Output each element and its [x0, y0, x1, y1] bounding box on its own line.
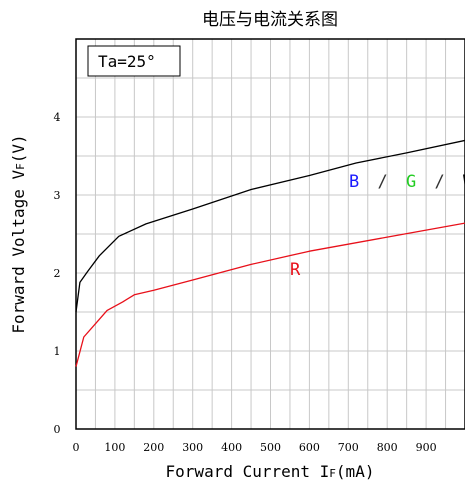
- series-line-1: [75, 222, 465, 367]
- y-tick-label: 2: [54, 267, 61, 280]
- x-tick-label: 0: [73, 441, 80, 454]
- series-label-part: G: [406, 172, 416, 192]
- x-axis-label: Forward Current IF(mA): [166, 462, 375, 481]
- y-axis-label-unit: (V): [9, 134, 28, 163]
- y-axis-label-main: Forward Voltage V: [9, 170, 28, 334]
- y-tick-label: 4: [54, 111, 61, 124]
- chart-title: 电压与电流关系图: [202, 10, 338, 30]
- series-label-part: W: [463, 172, 465, 192]
- annotation-box: [87, 45, 181, 77]
- x-tick-label: 300: [182, 441, 203, 454]
- y-tick-label: 1: [54, 345, 61, 358]
- x-axis-label-sub: F: [329, 467, 336, 480]
- series-label-part: B: [349, 172, 359, 192]
- x-axis-label-unit: (mA): [336, 462, 375, 481]
- plot-frame: [75, 38, 465, 430]
- series-label-bgw: B / G / W: [349, 172, 465, 192]
- x-tick-label: 500: [260, 441, 281, 454]
- series-line-0: [75, 139, 465, 313]
- x-tick-label: 100: [104, 441, 125, 454]
- x-tick-label: 600: [299, 441, 320, 454]
- series-lines: [75, 139, 465, 367]
- y-ticks: 0 1 2 3 4: [54, 111, 61, 436]
- x-tick-label: 800: [377, 441, 398, 454]
- y-axis-label-sub: F: [14, 163, 27, 170]
- x-tick-label: 900: [416, 441, 437, 454]
- x-ticks: 0 100 200 300 400 500 600 700 800 900: [73, 441, 437, 454]
- y-axis-label: Forward Voltage VF(V): [9, 134, 28, 333]
- x-axis-label-main: Forward Current I: [166, 462, 330, 481]
- y-tick-label: 3: [54, 189, 61, 202]
- y-tick-label: 0: [54, 423, 61, 436]
- grid: [76, 39, 465, 429]
- x-tick-label: 700: [338, 441, 359, 454]
- series-label-part: /: [378, 172, 388, 192]
- x-tick-label: 200: [143, 441, 164, 454]
- x-tick-label: 400: [221, 441, 242, 454]
- series-label-part: /: [435, 172, 445, 192]
- annotation-text: Ta=25°: [98, 52, 156, 71]
- series-label-r: R: [290, 260, 301, 280]
